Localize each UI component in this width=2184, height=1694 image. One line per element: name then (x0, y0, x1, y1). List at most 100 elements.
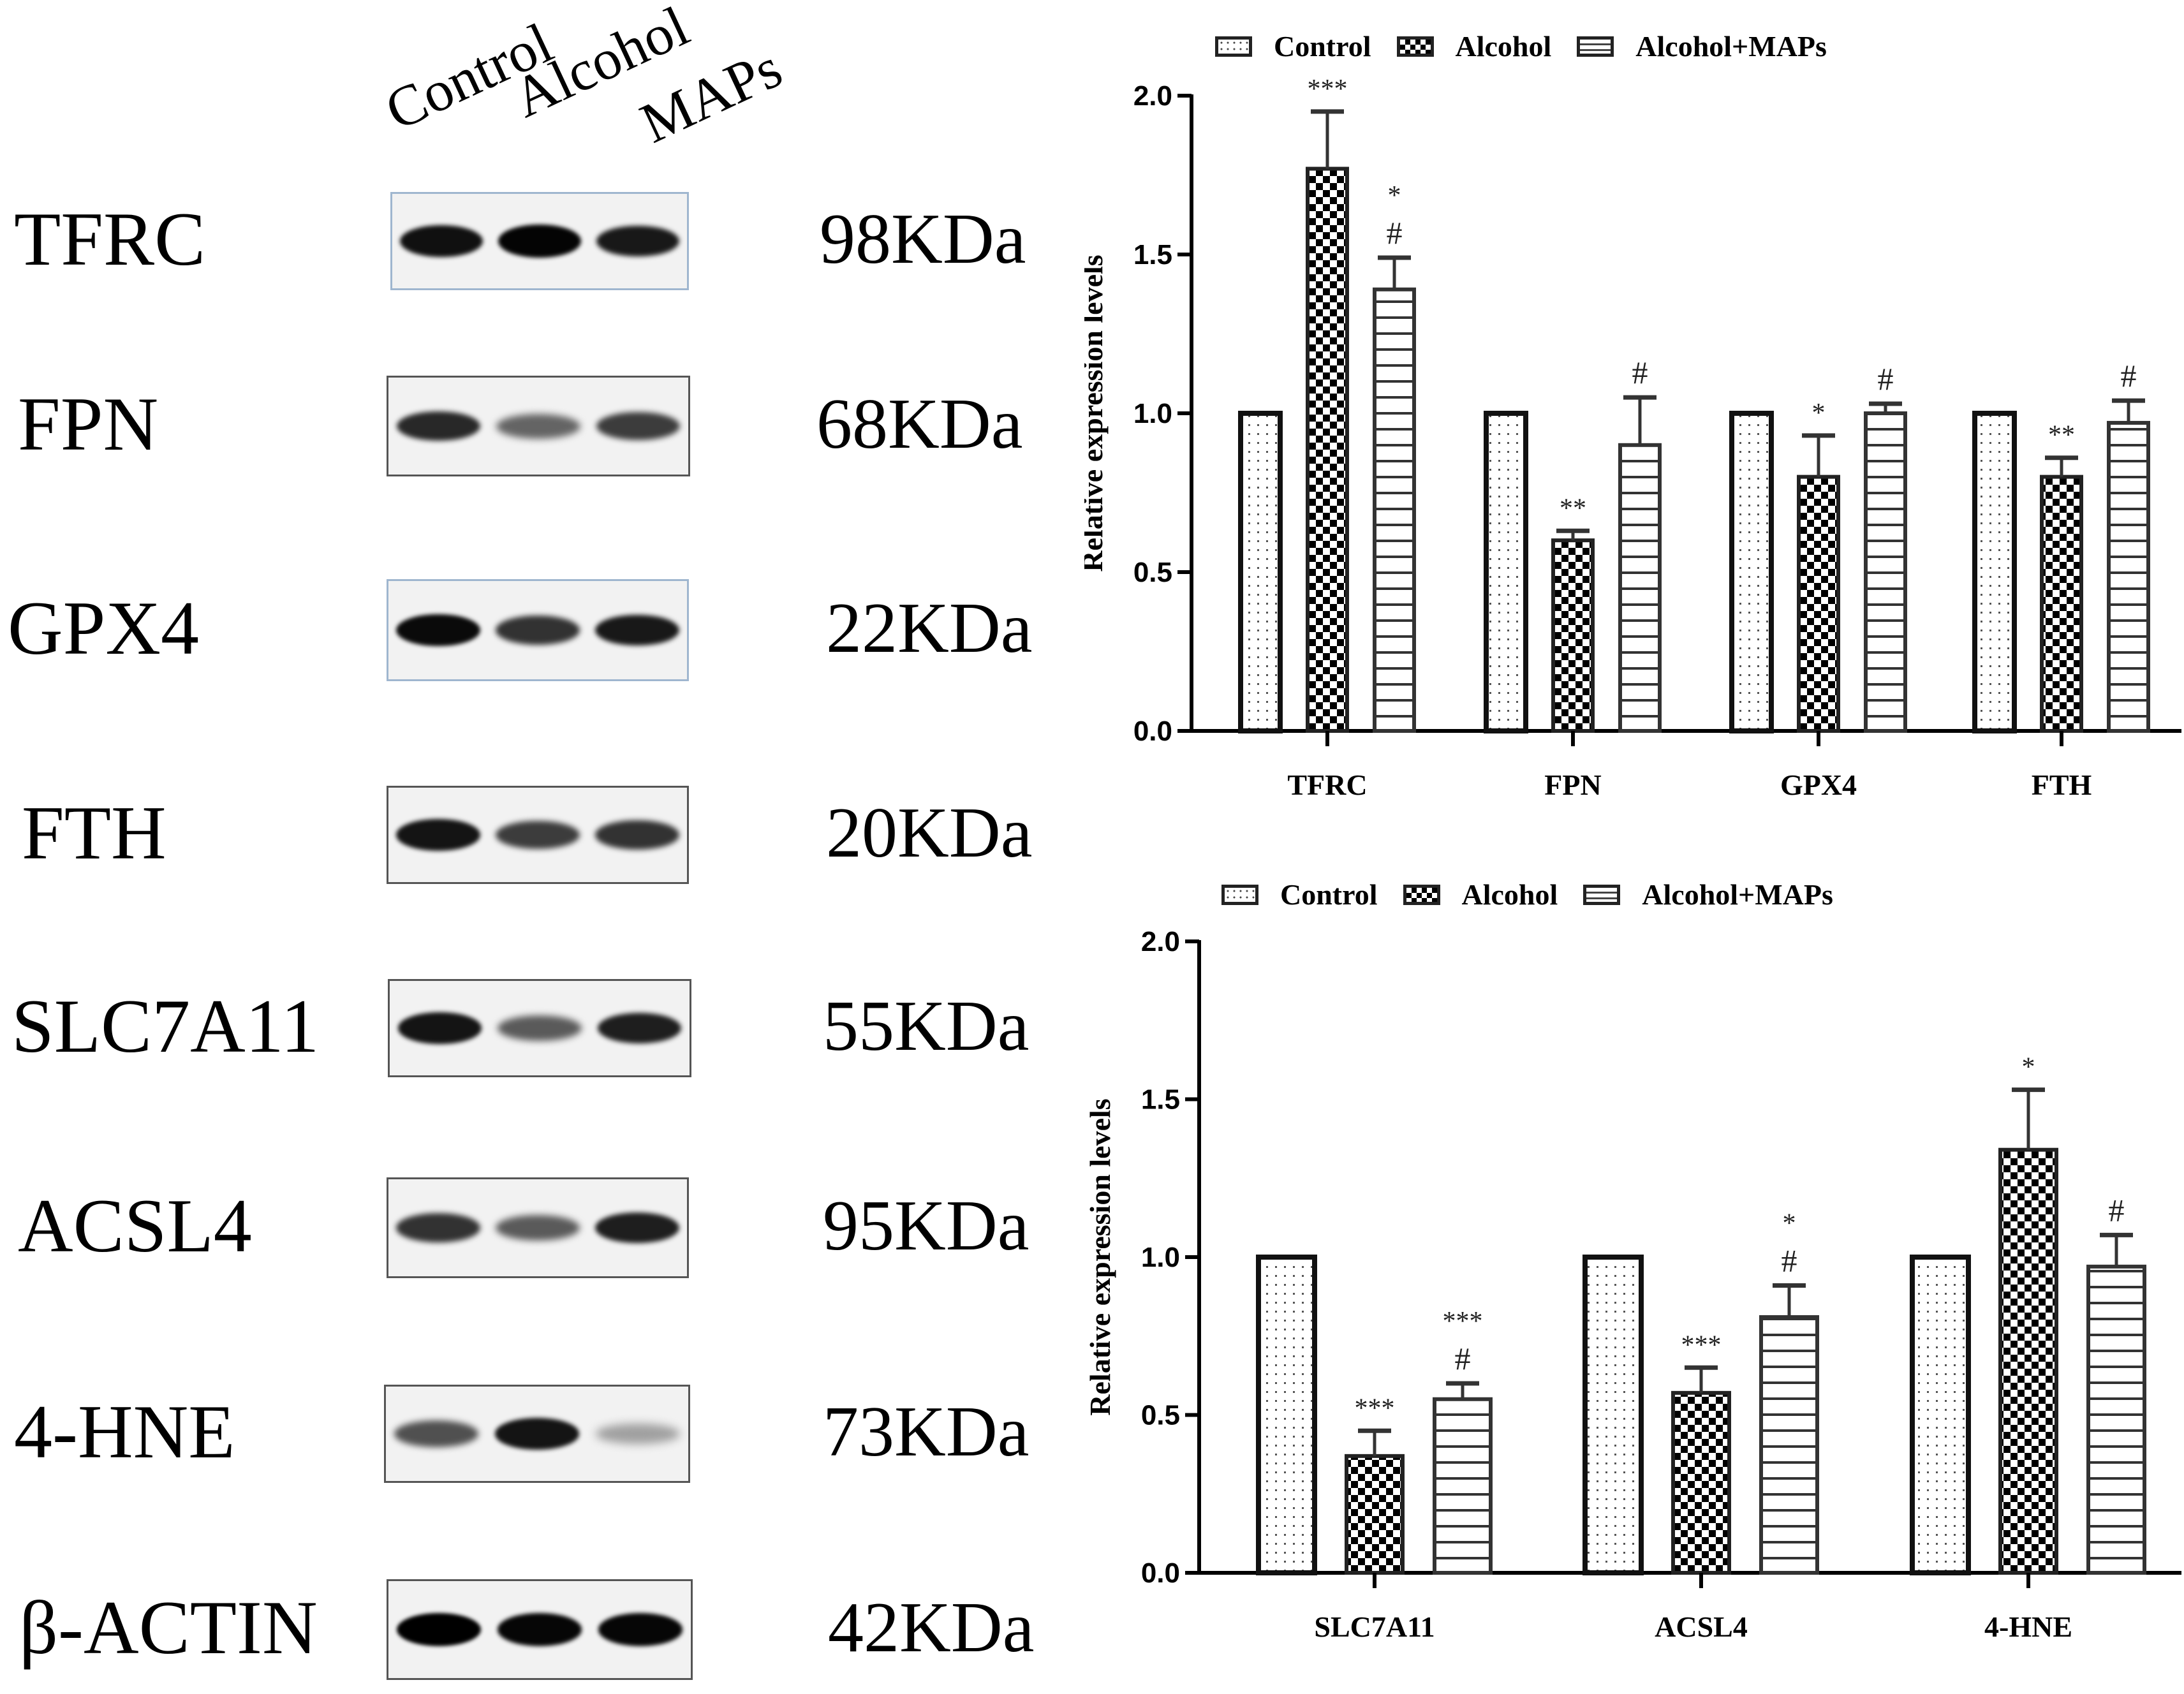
significance-asterisk: * (1388, 181, 1401, 210)
protein-band (394, 1420, 479, 1447)
protein-band (497, 1613, 582, 1646)
protein-band (494, 1418, 580, 1450)
bar-alcohol-maps (2107, 420, 2150, 733)
blot-image (384, 1385, 690, 1483)
significance-hash: # (1387, 215, 1403, 251)
significance-asterisk: *** (1681, 1330, 1722, 1360)
molecular-weight-label: 22KDa (826, 589, 1033, 668)
protein-band (396, 1613, 482, 1646)
bar-alcohol (1306, 166, 1349, 733)
y-tick-label: 0.0 (1133, 716, 1172, 747)
x-category-label: ACSL4 (1655, 1610, 1748, 1643)
protein-label: 4-HNE (14, 1389, 235, 1474)
legend-label-control: Control (1274, 30, 1371, 63)
protein-label: ACSL4 (18, 1183, 252, 1268)
molecular-weight-label: 20KDa (826, 793, 1033, 873)
legend-bottom: Control Alcohol Alcohol+MAPs (1221, 878, 1859, 911)
legend-swatch-alcohol (1403, 884, 1440, 905)
bar-chart-bottom: 0.0 0.5 1.0 1.5 2.0 Relative expression level… (1084, 926, 2181, 1643)
protein-band (595, 1212, 679, 1244)
protein-band (595, 1424, 681, 1444)
protein-band (498, 225, 581, 258)
x-category-label: TFRC (1287, 769, 1367, 801)
legend-label-maps: Alcohol+MAPs (1642, 878, 1833, 911)
y-tick-label: 0.5 (1141, 1400, 1180, 1431)
molecular-weight-label: 68KDa (816, 385, 1023, 464)
bar-alcohol (2040, 475, 2083, 733)
y-axis-label: Relative expression levels (1084, 1098, 1116, 1415)
significance-hash: # (2109, 1192, 2125, 1228)
y-axis-label: Relative expression levels (1084, 254, 1109, 571)
protein-band (400, 225, 483, 257)
legend-top: Control Alcohol Alcohol+MAPs (1215, 29, 1852, 63)
bar-control (1729, 411, 1774, 733)
significance-asterisk: ** (2048, 421, 2075, 450)
molecular-weight-label: 42KDa (828, 1588, 1035, 1667)
protein-label: GPX4 (8, 586, 200, 670)
protein-band (496, 820, 580, 850)
blot-image (388, 979, 691, 1077)
significance-asterisk: ** (1560, 494, 1586, 523)
bar-alcohol-maps (1864, 411, 1907, 733)
protein-band (396, 1213, 480, 1242)
x-category-label: FTH (2032, 769, 2092, 801)
molecular-weight-label: 55KDa (823, 987, 1029, 1066)
bar-control (1256, 1255, 1317, 1575)
molecular-weight-label: 98KDa (820, 200, 1026, 279)
significance-hash: # (1782, 1243, 1797, 1279)
bar-alcohol-maps (1759, 1315, 1819, 1575)
bar-alcohol-maps (2086, 1264, 2146, 1575)
protein-band (496, 615, 580, 645)
y-tick-label: 2.0 (1133, 80, 1172, 112)
x-category-label: FPN (1544, 769, 1601, 801)
protein-band (498, 1015, 582, 1042)
significance-asterisk: *** (1443, 1307, 1483, 1336)
legend-label-alcohol: Alcohol (1461, 878, 1558, 911)
blot-image (387, 579, 689, 681)
protein-band (597, 1012, 682, 1044)
bar-alcohol (1345, 1454, 1405, 1575)
legend-swatch-alcohol (1396, 36, 1434, 57)
blot-image (387, 1579, 693, 1680)
protein-band (396, 819, 480, 851)
x-category-label: GPX4 (1780, 769, 1857, 801)
molecular-weight-label: 95KDa (823, 1186, 1029, 1265)
bar-control (1972, 411, 2017, 733)
legend-label-control: Control (1280, 878, 1378, 911)
blot-image (387, 376, 690, 476)
legend-label-maps: Alcohol+MAPs (1635, 30, 1827, 63)
protein-label: SLC7A11 (11, 983, 320, 1068)
bar-control (1583, 1255, 1644, 1575)
significance-asterisk: * (1783, 1209, 1796, 1239)
bar-alcohol (1797, 475, 1840, 733)
legend-swatch-maps (1583, 884, 1621, 905)
bar-alcohol (1551, 538, 1595, 733)
blot-image (387, 786, 689, 884)
bar-control (1484, 411, 1528, 733)
protein-band (396, 411, 481, 441)
legend-swatch-control (1215, 36, 1252, 57)
protein-band (496, 413, 580, 439)
y-tick-label: 1.5 (1133, 239, 1172, 270)
bar-control (1910, 1255, 1971, 1575)
molecular-weight-label: 73KDa (823, 1392, 1029, 1471)
significance-asterisk: *** (1308, 75, 1348, 104)
blot-image (390, 192, 689, 290)
bar-alcohol (1671, 1390, 1731, 1575)
bar-alcohol-maps (1618, 443, 1662, 733)
protein-band (396, 614, 480, 647)
bar-chart-top: 0.0 0.5 1.0 1.5 2.0 Relative expression level… (1084, 75, 2181, 801)
bar-alcohol (1998, 1147, 2058, 1575)
y-tick-label: 1.5 (1141, 1084, 1180, 1116)
protein-band (397, 1012, 482, 1044)
y-tick-label: 2.0 (1141, 926, 1180, 957)
y-tick-label: 0.0 (1141, 1558, 1180, 1589)
bar-alcohol-maps (1433, 1397, 1493, 1575)
protein-band (595, 614, 679, 646)
y-tick-label: 1.0 (1133, 398, 1172, 429)
legend-swatch-control (1221, 884, 1258, 905)
protein-band (496, 1214, 580, 1241)
protein-band (596, 225, 679, 257)
y-tick-label: 0.5 (1133, 557, 1172, 588)
significance-hash: # (1455, 1341, 1471, 1376)
